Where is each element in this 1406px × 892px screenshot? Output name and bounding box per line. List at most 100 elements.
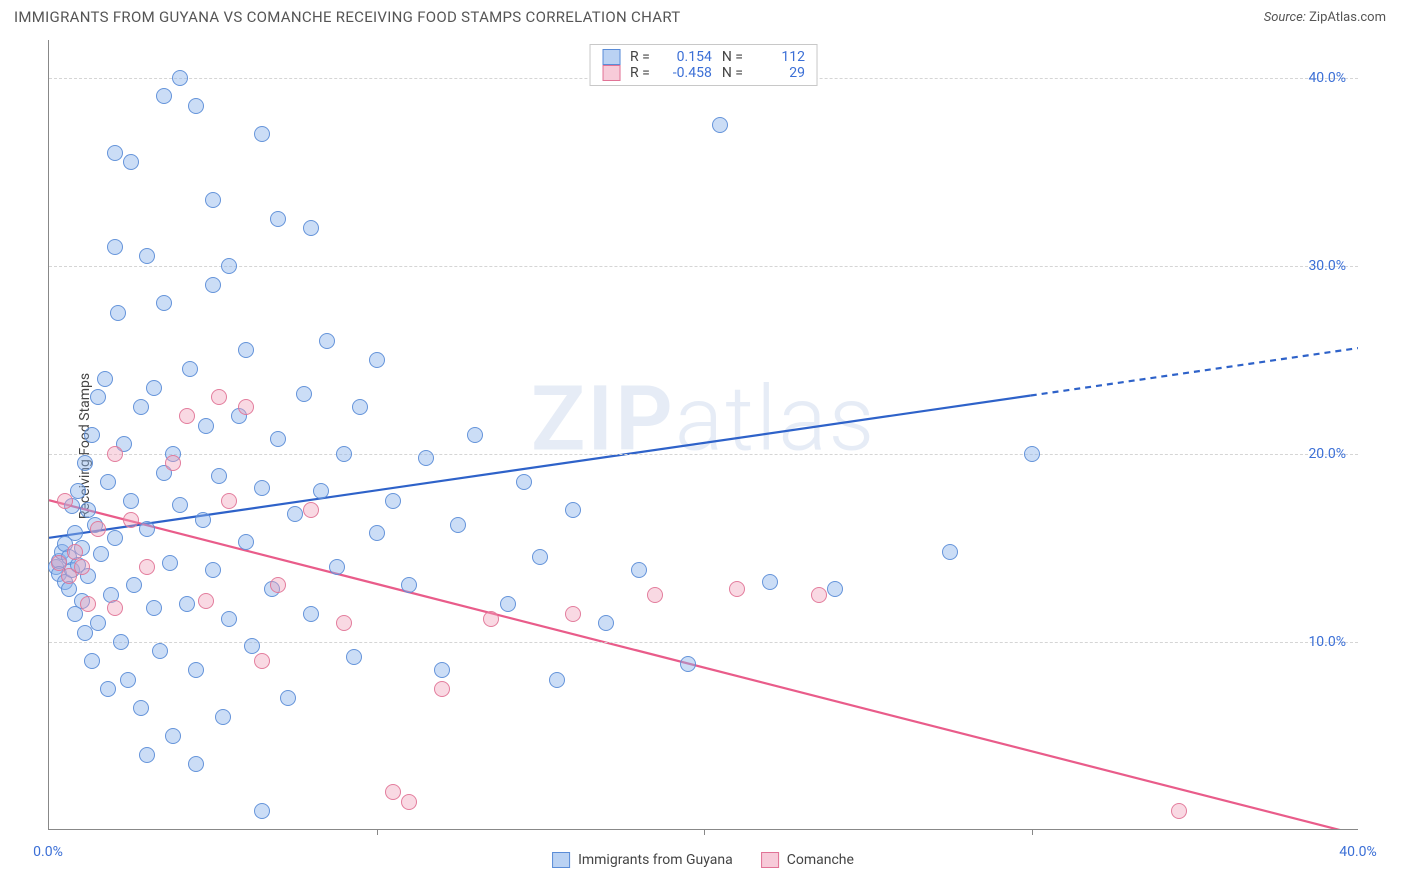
data-point-guyana — [352, 399, 368, 415]
data-point-guyana — [516, 474, 532, 490]
data-point-guyana — [205, 277, 221, 293]
data-point-guyana — [942, 544, 958, 560]
r-value-comanche: -0.458 — [660, 65, 712, 81]
data-point-guyana — [598, 615, 614, 631]
data-point-guyana — [156, 295, 172, 311]
data-point-guyana — [336, 446, 352, 462]
data-point-comanche — [729, 581, 745, 597]
legend-swatch-comanche — [602, 65, 620, 81]
y-tick-label: 40.0% — [1308, 70, 1346, 86]
data-point-comanche — [647, 587, 663, 603]
data-point-comanche — [67, 544, 83, 560]
data-point-guyana — [238, 342, 254, 358]
data-point-guyana — [303, 606, 319, 622]
source-name: ZipAtlas.com — [1309, 10, 1386, 25]
data-point-guyana — [172, 70, 188, 86]
data-point-guyana — [165, 728, 181, 744]
data-point-comanche — [565, 606, 581, 622]
data-point-guyana — [113, 634, 129, 650]
data-point-comanche — [107, 600, 123, 616]
data-point-comanche — [1171, 803, 1187, 819]
data-point-comanche — [254, 653, 270, 669]
legend-swatch-guyana — [552, 852, 570, 868]
data-point-guyana — [211, 468, 227, 484]
data-point-guyana — [110, 305, 126, 321]
data-point-comanche — [303, 502, 319, 518]
data-point-guyana — [418, 450, 434, 466]
data-point-guyana — [107, 239, 123, 255]
data-point-guyana — [107, 145, 123, 161]
n-prefix: N = — [722, 49, 743, 65]
data-point-guyana — [133, 700, 149, 716]
data-point-guyana — [313, 483, 329, 499]
data-point-guyana — [107, 530, 123, 546]
data-point-guyana — [631, 562, 647, 578]
data-point-guyana — [369, 525, 385, 541]
data-point-guyana — [146, 600, 162, 616]
data-point-guyana — [67, 525, 83, 541]
watermark: ZIPatlas — [531, 366, 876, 471]
legend-correlation-box: R =0.154N =112R =-0.458N =29 — [589, 44, 818, 86]
data-point-guyana — [401, 577, 417, 593]
data-point-guyana — [369, 352, 385, 368]
data-point-guyana — [270, 211, 286, 227]
data-point-guyana — [195, 512, 211, 528]
data-point-guyana — [146, 380, 162, 396]
data-point-guyana — [133, 399, 149, 415]
source-prefix: Source: — [1264, 10, 1306, 25]
legend-series: Immigrants from GuyanaComanche — [552, 840, 854, 880]
legend-swatch-comanche — [761, 852, 779, 868]
data-point-comanche — [401, 794, 417, 810]
data-point-guyana — [254, 126, 270, 142]
data-point-guyana — [80, 502, 96, 518]
data-point-guyana — [270, 431, 286, 447]
data-point-guyana — [303, 220, 319, 236]
trend-lines — [49, 40, 1358, 829]
data-point-guyana — [156, 88, 172, 104]
data-point-guyana — [188, 98, 204, 114]
data-point-guyana — [172, 497, 188, 513]
data-point-comanche — [198, 593, 214, 609]
gridline — [49, 266, 1358, 267]
data-point-guyana — [296, 386, 312, 402]
x-tick-label-min: 0.0% — [33, 844, 63, 860]
data-point-guyana — [179, 596, 195, 612]
legend-correlation-row-guyana: R =0.154N =112 — [602, 49, 805, 65]
data-point-comanche — [74, 559, 90, 575]
data-point-guyana — [450, 517, 466, 533]
data-point-guyana — [77, 455, 93, 471]
data-point-guyana — [139, 248, 155, 264]
x-tick-label-max: 40.0% — [1339, 844, 1377, 860]
data-point-guyana — [100, 474, 116, 490]
data-point-comanche — [270, 577, 286, 593]
data-point-comanche — [811, 587, 827, 603]
data-point-guyana — [434, 662, 450, 678]
legend-label-comanche: Comanche — [787, 852, 854, 868]
data-point-guyana — [93, 546, 109, 562]
data-point-comanche — [483, 611, 499, 627]
r-prefix: R = — [630, 65, 650, 81]
data-point-comanche — [221, 493, 237, 509]
data-point-guyana — [254, 803, 270, 819]
data-point-comanche — [385, 784, 401, 800]
plot-area: ZIPatlas R =0.154N =112R =-0.458N =29 10… — [48, 40, 1358, 830]
chart-source: Source: ZipAtlas.com — [1264, 10, 1386, 25]
data-point-comanche — [107, 446, 123, 462]
data-point-guyana — [215, 709, 231, 725]
data-point-guyana — [221, 258, 237, 274]
data-point-guyana — [680, 656, 696, 672]
data-point-guyana — [120, 672, 136, 688]
data-point-guyana — [238, 534, 254, 550]
data-point-comanche — [80, 596, 96, 612]
data-point-comanche — [90, 521, 106, 537]
gridline — [49, 454, 1358, 455]
data-point-guyana — [84, 427, 100, 443]
data-point-comanche — [179, 408, 195, 424]
data-point-guyana — [712, 117, 728, 133]
data-point-guyana — [346, 649, 362, 665]
chart-header: IMMIGRANTS FROM GUYANA VS COMANCHE RECEI… — [0, 0, 1406, 30]
data-point-comanche — [238, 399, 254, 415]
data-point-guyana — [139, 521, 155, 537]
data-point-guyana — [532, 549, 548, 565]
data-point-comanche — [139, 559, 155, 575]
